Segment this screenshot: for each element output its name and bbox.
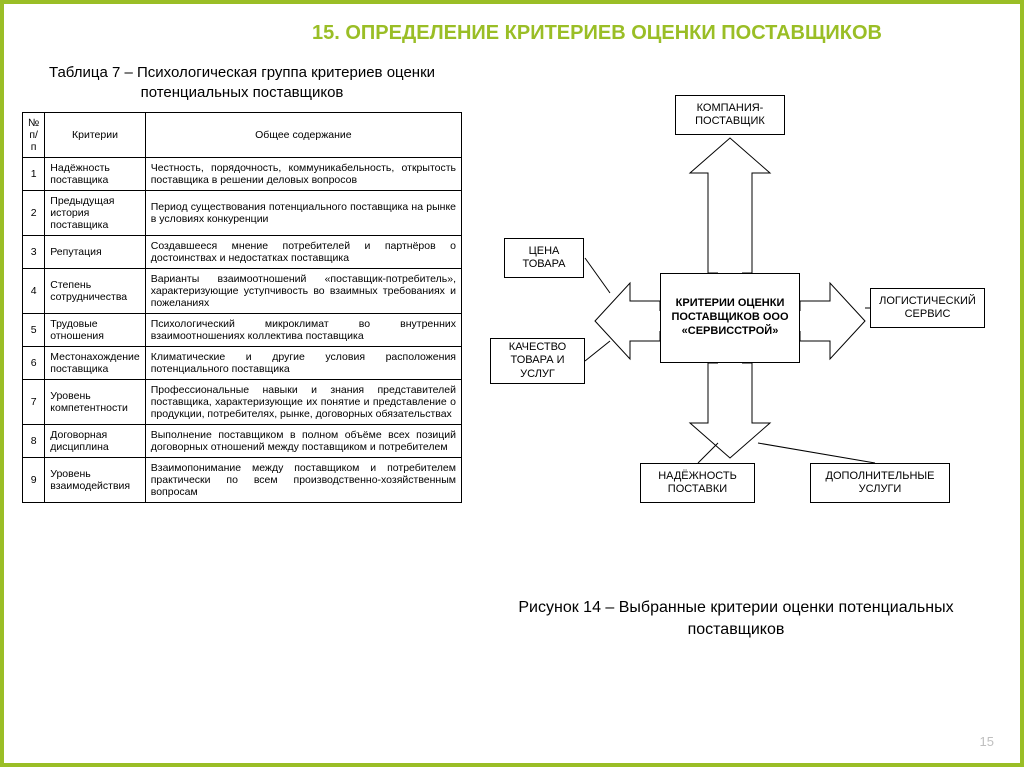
table-row: 2Предыдущая история поставщикаПериод сущ…: [23, 190, 462, 235]
table-row: 8Договорная дисциплинаВыполнение поставщ…: [23, 424, 462, 457]
cell-criteria: Местонахождение поставщика: [45, 346, 145, 379]
cell-number: 9: [23, 457, 45, 502]
table-row: 7Уровень компетентностиПрофессиональные …: [23, 379, 462, 424]
cell-number: 6: [23, 346, 45, 379]
cell-number: 3: [23, 235, 45, 268]
cell-number: 8: [23, 424, 45, 457]
cell-criteria: Договорная дисциплина: [45, 424, 145, 457]
table-row: 3РепутацияСоздавшееся мнение потребителе…: [23, 235, 462, 268]
cell-number: 1: [23, 157, 45, 190]
cell-criteria: Уровень компетентности: [45, 379, 145, 424]
cell-desc: Психологический микроклимат во внутренни…: [145, 313, 461, 346]
page-number: 15: [980, 734, 994, 749]
cell-desc: Варианты взаимоотношений «поставщик-потр…: [145, 268, 461, 313]
th-desc: Общее содержание: [145, 112, 461, 157]
diagram-arrows: [470, 63, 990, 583]
th-criteria: Критерии: [45, 112, 145, 157]
cell-number: 7: [23, 379, 45, 424]
cell-number: 5: [23, 313, 45, 346]
cell-criteria: Уровень взаимодействия: [45, 457, 145, 502]
cell-number: 4: [23, 268, 45, 313]
content-region: Таблица 7 – Психологическая группа крите…: [4, 53, 1020, 640]
cell-desc: Взаимопонимание между поставщиком и потр…: [145, 457, 461, 502]
diagram: КРИТЕРИИ ОЦЕНКИ ПОСТАВЩИКОВ ООО «СЕРВИСС…: [470, 63, 990, 583]
table-row: 6Местонахождение поставщикаКлиматические…: [23, 346, 462, 379]
cell-desc: Период существования потенциального пост…: [145, 190, 461, 235]
cell-desc: Выполнение поставщиком в полном объёме в…: [145, 424, 461, 457]
table-row: 4Степень сотрудничестваВарианты взаимоот…: [23, 268, 462, 313]
table-header-row: № п/п Критерии Общее содержание: [23, 112, 462, 157]
figure-caption: Рисунок 14 – Выбранные критерии оценки п…: [470, 597, 1002, 640]
table-row: 5Трудовые отношенияПсихологический микро…: [23, 313, 462, 346]
cell-desc: Честность, порядочность, коммуникабельно…: [145, 157, 461, 190]
table-row: 9Уровень взаимодействияВзаимопонимание м…: [23, 457, 462, 502]
cell-criteria: Надёжность поставщика: [45, 157, 145, 190]
page-title: 15. ОПРЕДЕЛЕНИЕ КРИТЕРИЕВ ОЦЕНКИ ПОСТАВЩ…: [4, 4, 1020, 53]
cell-criteria: Репутация: [45, 235, 145, 268]
cell-desc: Профессиональные навыки и знания предста…: [145, 379, 461, 424]
cell-desc: Создавшееся мнение потребителей и партнё…: [145, 235, 461, 268]
right-column: КРИТЕРИИ ОЦЕНКИ ПОСТАВЩИКОВ ООО «СЕРВИСС…: [470, 53, 1002, 640]
cell-criteria: Трудовые отношения: [45, 313, 145, 346]
table-caption: Таблица 7 – Психологическая группа крите…: [22, 63, 462, 104]
criteria-table: № п/п Критерии Общее содержание 1Надёжно…: [22, 112, 462, 503]
table-row: 1Надёжность поставщикаЧестность, порядоч…: [23, 157, 462, 190]
left-column: Таблица 7 – Психологическая группа крите…: [22, 53, 462, 640]
cell-criteria: Предыдущая история поставщика: [45, 190, 145, 235]
th-number: № п/п: [23, 112, 45, 157]
cell-desc: Климатические и другие условия расположе…: [145, 346, 461, 379]
cell-criteria: Степень сотрудничества: [45, 268, 145, 313]
cell-number: 2: [23, 190, 45, 235]
